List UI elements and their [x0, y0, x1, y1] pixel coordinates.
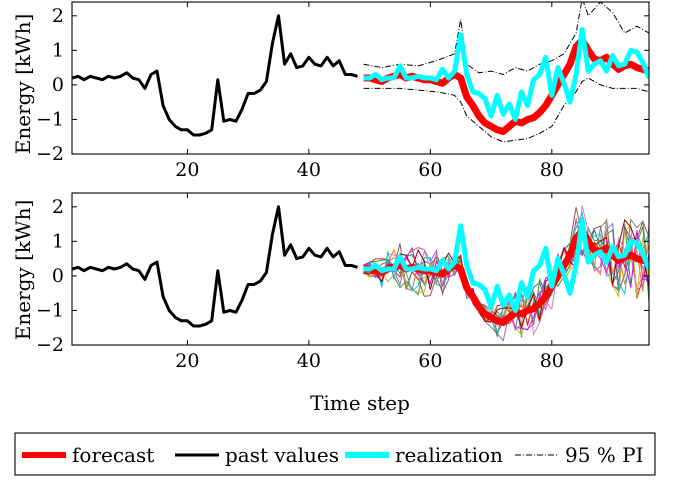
bottom-ytick-label: 0 [52, 265, 64, 287]
top-ytick-label: 2 [52, 5, 64, 27]
bottom-ytick-label: −1 [36, 299, 64, 321]
bottom-xtick-label: 20 [175, 350, 199, 372]
legend-label: realization [395, 443, 503, 467]
bottom-ylabel: Energy [kWh] [11, 200, 35, 341]
legend-label: forecast [72, 443, 154, 467]
top-ytick-label: −1 [36, 108, 64, 130]
top-ticks: 20 40 60 80 −2 −1 0 1 2 [36, 2, 649, 181]
bottom-plot-frame [71, 192, 650, 346]
legend: forecast past values realization 95 % PI [14, 432, 656, 476]
top-xtick-label: 40 [297, 159, 321, 181]
bottom-ytick-label: −2 [36, 334, 64, 356]
pi-upper-line [363, 2, 649, 76]
bottom-ticks: 20 40 60 80 −2 −1 0 1 2 [36, 193, 649, 372]
pi-lower-line [363, 77, 649, 143]
past-values-line [72, 14, 358, 137]
bottom-xtick-label: 40 [297, 350, 321, 372]
bottom-ytick-label: 2 [52, 196, 64, 218]
past-values-line [72, 205, 358, 328]
top-ylabel: Energy [kWh] [11, 14, 35, 155]
top-plot-frame [71, 1, 650, 155]
realization-line [363, 27, 649, 122]
top-series-group [72, 2, 649, 143]
legend-label: past values [225, 443, 339, 467]
top-xtick-label: 80 [540, 159, 564, 181]
top-panel: 20 40 60 80 −2 −1 0 1 2 Energy [kWh] [11, 1, 650, 181]
bottom-series-group [72, 205, 649, 342]
bottom-ytick-label: 1 [52, 230, 64, 252]
bottom-xtick-label: 60 [418, 350, 442, 372]
bottom-xtick-label: 80 [540, 350, 564, 372]
legend-frame [14, 432, 656, 476]
realization-line [363, 218, 649, 313]
bottom-xlabel: Time step [310, 391, 410, 415]
legend-label: 95 % PI [565, 443, 644, 467]
top-ytick-label: 1 [52, 39, 64, 61]
top-ytick-label: −2 [36, 143, 64, 165]
forecast-line [363, 36, 649, 135]
bottom-panel: 20 40 60 80 −2 −1 0 1 2 Energy [kWh] Time step [11, 192, 650, 415]
legend-items: forecast past values realization 95 % PI [22, 443, 644, 467]
top-ytick-label: 0 [52, 74, 64, 96]
top-xtick-label: 60 [418, 159, 442, 181]
top-xtick-label: 20 [175, 159, 199, 181]
